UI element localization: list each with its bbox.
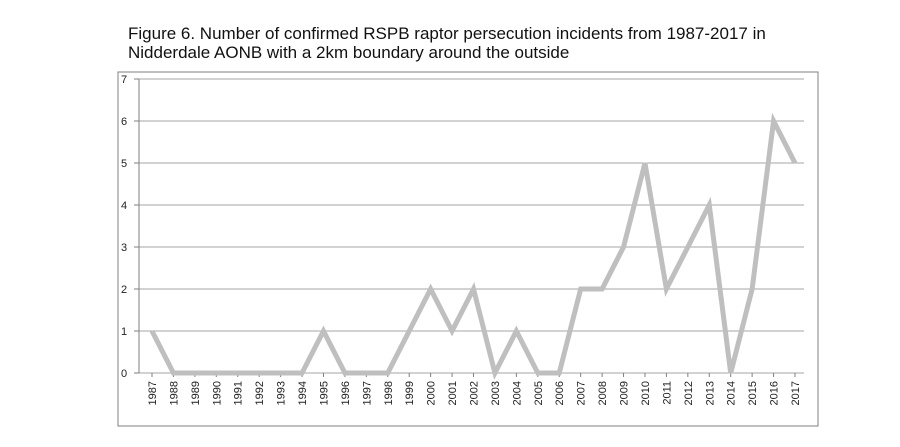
y-tick-label: 4 [121, 200, 127, 212]
x-tick-label: 2012 [683, 381, 695, 405]
x-tick-label: 2001 [447, 381, 459, 405]
x-tick-label: 2014 [726, 381, 738, 405]
x-tick-label: 1988 [168, 381, 180, 405]
x-tick-label: 2002 [469, 381, 481, 405]
y-tick-label: 7 [121, 74, 127, 86]
x-tick-label: 2000 [426, 381, 438, 405]
x-tick-label: 1993 [276, 381, 288, 405]
y-tick-label: 1 [121, 326, 127, 338]
x-tick-label: 1999 [404, 381, 416, 405]
y-tick-label: 2 [121, 284, 127, 296]
x-tick-label: 1995 [318, 381, 330, 405]
chart-frame [117, 71, 819, 427]
y-tick-label: 0 [121, 368, 127, 380]
x-tick-label: 2015 [747, 381, 759, 405]
x-tick-label: 2003 [490, 381, 502, 405]
y-tick-label: 5 [121, 158, 127, 170]
x-tick-label: 1989 [190, 381, 202, 405]
x-tick-label: 2011 [661, 381, 673, 405]
x-tick-label: 2004 [511, 381, 523, 405]
x-tick-label: 2013 [704, 381, 716, 405]
x-tick-label: 2017 [790, 381, 802, 405]
x-tick-label: 1987 [147, 381, 159, 405]
x-tick-label: 2009 [619, 381, 631, 405]
x-tick-label: 1994 [297, 381, 309, 405]
x-tick-label: 1998 [383, 381, 395, 405]
x-tick-label: 1996 [340, 381, 352, 405]
x-tick-label: 2016 [769, 381, 781, 405]
x-tick-label: 2007 [576, 381, 588, 405]
x-tick-label: 1997 [361, 381, 373, 405]
x-tick-label: 2010 [640, 381, 652, 405]
y-tick-label: 6 [121, 116, 127, 128]
x-tick-label: 1991 [233, 381, 245, 405]
x-tick-label: 1992 [254, 381, 266, 405]
x-tick-label: 2006 [554, 381, 566, 405]
chart-title: Figure 6. Number of confirmed RSPB rapto… [128, 24, 766, 62]
x-tick-label: 2008 [597, 381, 609, 405]
x-tick-label: 1990 [211, 381, 223, 405]
y-tick-label: 3 [121, 242, 127, 254]
x-tick-label: 2005 [533, 381, 545, 405]
